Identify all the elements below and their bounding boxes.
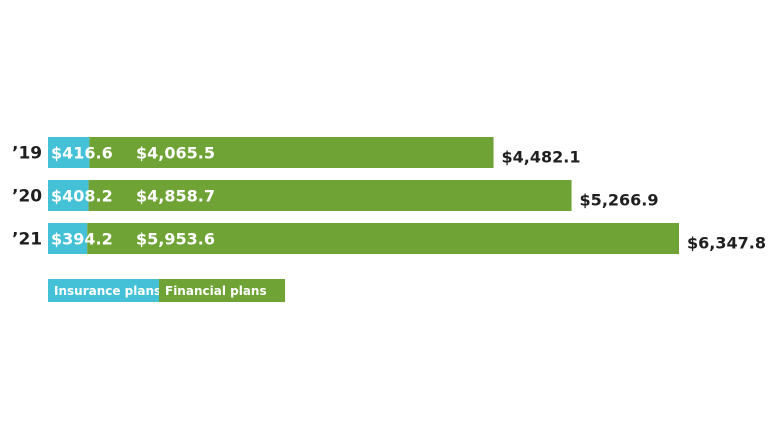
total-value-label: $4,482.1 bbox=[502, 148, 581, 167]
year-label: ’21 bbox=[12, 230, 42, 250]
financial-plans-bar bbox=[88, 180, 572, 211]
insurance-plans-value-label: $394.2 bbox=[51, 230, 113, 249]
financial-plans-bar bbox=[87, 223, 680, 254]
bars-group: ’19 $416.6 $4,065.5 $4,482.1 ’20 $408.2 $4,858… bbox=[12, 137, 766, 254]
legend: Insurance plans Financial plans bbox=[48, 279, 285, 302]
insurance-plans-bar bbox=[48, 137, 90, 168]
total-value-label: $6,347.8 bbox=[687, 234, 766, 253]
year-label: ’20 bbox=[12, 187, 42, 207]
legend-swatch-insurance-plans bbox=[48, 279, 159, 302]
total-value-label: $5,266.9 bbox=[580, 191, 659, 210]
year-label: ’19 bbox=[12, 144, 42, 164]
legend-label-insurance-plans: Insurance plans bbox=[54, 284, 161, 298]
insurance-plans-value-label: $416.6 bbox=[51, 144, 113, 163]
insurance-plans-bar bbox=[48, 180, 89, 211]
financial-plans-value-label: $5,953.6 bbox=[136, 230, 215, 249]
legend-swatch-financial-plans bbox=[159, 279, 285, 302]
insurance-plans-bar bbox=[48, 223, 88, 254]
financial-plans-value-label: $4,858.7 bbox=[136, 187, 215, 206]
legend-label-financial-plans: Financial plans bbox=[165, 284, 267, 298]
financial-plans-bar bbox=[89, 137, 494, 168]
financial-plans-value-label: $4,065.5 bbox=[136, 144, 215, 163]
insurance-plans-value-label: $408.2 bbox=[51, 187, 113, 206]
